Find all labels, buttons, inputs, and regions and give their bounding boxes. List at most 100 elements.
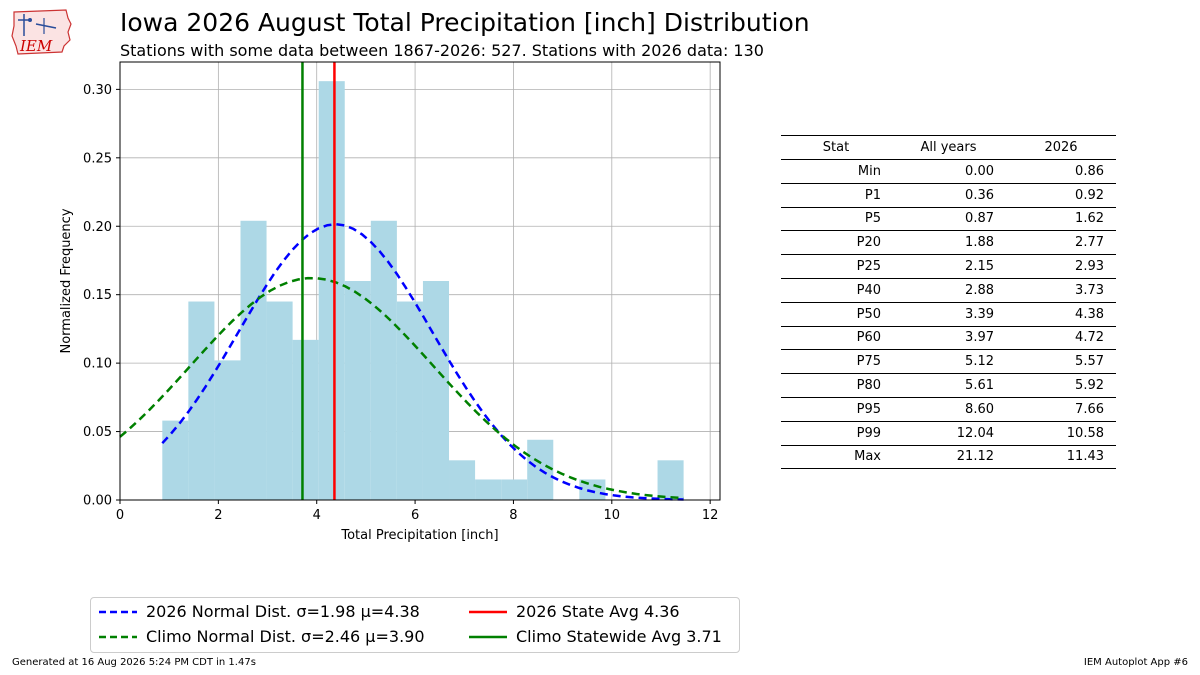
footer-generated: Generated at 16 Aug 2026 5:24 PM CDT in … bbox=[12, 657, 256, 668]
histogram-bar bbox=[292, 339, 319, 500]
stats-cell-all-years: 3.39 bbox=[891, 302, 1006, 327]
stats-header-2026: 2026 bbox=[1006, 135, 1116, 160]
stats-cell-stat: Max bbox=[781, 445, 891, 470]
normal-dist-line bbox=[119, 276, 684, 500]
stats-header-row: Stat All years 2026 bbox=[781, 135, 1116, 160]
y-tick-label: 0.05 bbox=[83, 425, 112, 440]
x-axis-label: Total Precipitation [inch] bbox=[340, 528, 498, 543]
histogram-bar bbox=[370, 220, 397, 500]
legend-item-2026-avg: 2026 State Avg 4.36 bbox=[469, 602, 680, 621]
stats-row: P50 3.39 4.38 bbox=[781, 302, 1116, 327]
y-tick-label: 0.20 bbox=[83, 220, 112, 235]
stats-cell-all-years: 0.00 bbox=[891, 159, 1006, 184]
legend-swatch bbox=[469, 610, 507, 613]
stats-cell-2026: 5.57 bbox=[1006, 349, 1116, 375]
x-tick-label: 6 bbox=[411, 508, 419, 523]
stats-cell-stat: P1 bbox=[781, 183, 891, 208]
stats-cell-all-years: 2.88 bbox=[891, 278, 1006, 303]
stats-cell-2026: 10.58 bbox=[1006, 421, 1116, 446]
y-tick-label: 0.00 bbox=[83, 494, 112, 509]
histogram-bar bbox=[579, 479, 606, 500]
stats-cell-stat: P5 bbox=[781, 207, 891, 232]
x-tick-label: 12 bbox=[702, 508, 719, 523]
stats-cell-stat: P50 bbox=[781, 302, 891, 327]
histogram-bar bbox=[266, 301, 293, 500]
stats-cell-2026: 11.43 bbox=[1006, 445, 1116, 470]
legend-item-climo-avg: Climo Statewide Avg 3.71 bbox=[469, 627, 722, 646]
y-tick-label: 0.30 bbox=[83, 83, 112, 98]
stats-cell-all-years: 21.12 bbox=[891, 445, 1006, 470]
histogram-bar bbox=[162, 420, 189, 500]
histogram-bars bbox=[162, 81, 684, 500]
stats-row: P25 2.15 2.93 bbox=[781, 254, 1116, 279]
stats-row: P80 5.61 5.92 bbox=[781, 373, 1116, 398]
stats-cell-stat: P75 bbox=[781, 349, 891, 375]
axes: 0 2 4 6 8 10 12 0.00 0.05 0.10 0.15 0.20 0.25 0.30 bbox=[83, 61, 721, 523]
stats-cell-stat: P20 bbox=[781, 230, 891, 256]
stats-cell-2026: 4.72 bbox=[1006, 326, 1116, 351]
x-tick-label: 0 bbox=[116, 508, 124, 523]
stats-cell-all-years: 0.87 bbox=[891, 207, 1006, 232]
stats-cell-2026: 0.92 bbox=[1006, 183, 1116, 208]
stats-cell-all-years: 2.15 bbox=[891, 254, 1006, 279]
legend-swatch bbox=[469, 635, 507, 638]
stats-cell-all-years: 5.61 bbox=[891, 373, 1006, 398]
stats-cell-all-years: 8.60 bbox=[891, 397, 1006, 422]
stats-cell-stat: P40 bbox=[781, 278, 891, 303]
stats-cell-all-years: 0.36 bbox=[891, 183, 1006, 208]
stats-cell-stat: P95 bbox=[781, 397, 891, 422]
y-tick-label: 0.25 bbox=[83, 151, 112, 166]
stats-row: P5 0.87 1.62 bbox=[781, 207, 1116, 232]
histogram-bar bbox=[501, 479, 528, 500]
legend: 2026 Normal Dist. σ=1.98 μ=4.38 Climo No… bbox=[90, 597, 740, 653]
x-tick-label: 4 bbox=[313, 508, 321, 523]
stats-row: P60 3.97 4.72 bbox=[781, 326, 1116, 351]
normal-dist-line bbox=[161, 222, 684, 501]
stats-cell-2026: 0.86 bbox=[1006, 159, 1116, 184]
iem-logo: IEM bbox=[8, 6, 74, 58]
stats-cell-all-years: 12.04 bbox=[891, 421, 1006, 446]
stats-header-stat: Stat bbox=[781, 135, 891, 160]
stats-cell-all-years: 5.12 bbox=[891, 349, 1006, 375]
histogram-bar bbox=[344, 281, 371, 500]
stats-cell-2026: 3.73 bbox=[1006, 278, 1116, 303]
x-tick-label: 8 bbox=[509, 508, 517, 523]
histogram-bar bbox=[422, 281, 450, 500]
histogram-bar bbox=[240, 220, 267, 500]
stats-cell-stat: P25 bbox=[781, 254, 891, 279]
legend-label: 2026 State Avg 4.36 bbox=[516, 602, 680, 621]
legend-swatch bbox=[99, 610, 137, 613]
x-tick-label: 10 bbox=[604, 508, 621, 523]
legend-label: Climo Normal Dist. σ=2.46 μ=3.90 bbox=[146, 627, 425, 646]
logo-text: IEM bbox=[19, 37, 53, 55]
stats-row: P40 2.88 3.73 bbox=[781, 278, 1116, 303]
legend-label: Climo Statewide Avg 3.71 bbox=[516, 627, 722, 646]
legend-item-climo-normal: Climo Normal Dist. σ=2.46 μ=3.90 bbox=[99, 627, 425, 646]
y-tick-label: 0.10 bbox=[83, 357, 112, 372]
plot-frame bbox=[119, 61, 721, 501]
series-lines bbox=[119, 62, 684, 501]
y-axis-label: Normalized Frequency bbox=[59, 208, 74, 353]
histogram-bar bbox=[318, 81, 345, 500]
legend-swatch bbox=[99, 635, 137, 638]
stats-cell-2026: 4.38 bbox=[1006, 302, 1116, 327]
histogram-bar bbox=[657, 460, 684, 500]
legend-item-2026-normal: 2026 Normal Dist. σ=1.98 μ=4.38 bbox=[99, 602, 420, 621]
stats-cell-stat: P60 bbox=[781, 326, 891, 351]
stats-cell-2026: 7.66 bbox=[1006, 397, 1116, 422]
histogram-bar bbox=[188, 301, 215, 500]
stats-cell-2026: 2.93 bbox=[1006, 254, 1116, 279]
chart-subtitle: Stations with some data between 1867-202… bbox=[120, 41, 764, 60]
stats-row: P20 1.88 2.77 bbox=[781, 230, 1116, 256]
stats-cell-stat: P99 bbox=[781, 421, 891, 446]
histogram-bar bbox=[214, 360, 241, 500]
stats-cell-stat: Min bbox=[781, 159, 891, 184]
y-tick-label: 0.15 bbox=[83, 288, 112, 303]
stats-cell-2026: 5.92 bbox=[1006, 373, 1116, 398]
x-tick-label: 2 bbox=[214, 508, 222, 523]
stats-cell-all-years: 1.88 bbox=[891, 230, 1006, 256]
stats-cell-stat: P80 bbox=[781, 373, 891, 398]
stats-table: Stat All years 2026 Min 0.00 0.86 P1 0.36 0.9… bbox=[781, 135, 1116, 470]
histogram-bar bbox=[475, 479, 502, 500]
